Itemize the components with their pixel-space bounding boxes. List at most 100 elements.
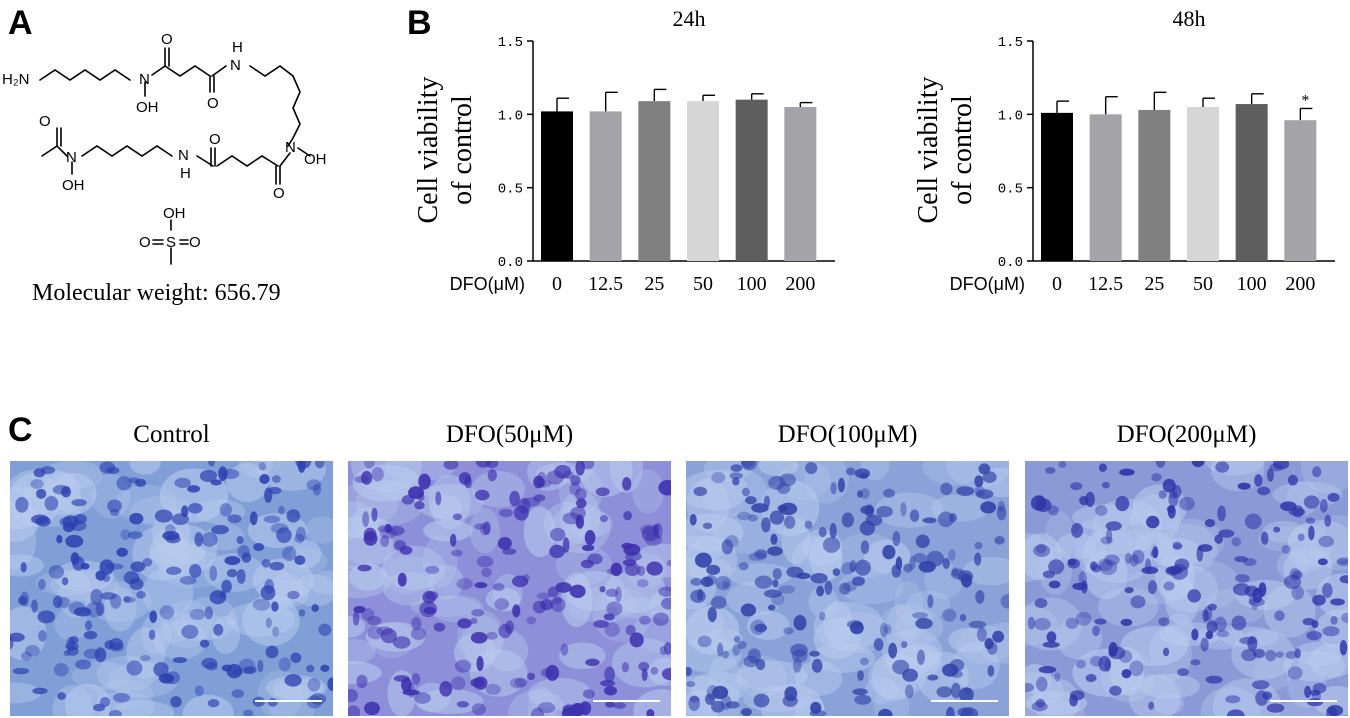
nucleus <box>581 461 595 470</box>
cytoplasm <box>1097 587 1159 627</box>
nucleus <box>686 666 692 676</box>
nucleus <box>199 469 218 482</box>
nucleus <box>1287 666 1303 680</box>
bar <box>784 107 817 261</box>
nucleus <box>30 479 44 489</box>
nucleus <box>295 526 306 542</box>
nucleus <box>1075 611 1092 626</box>
nucleus <box>829 522 837 539</box>
nucleus <box>362 511 370 528</box>
cytoplasm <box>454 633 496 672</box>
nucleus <box>527 672 536 681</box>
nucleus <box>772 579 779 588</box>
cytoplasm <box>381 545 446 590</box>
nucleus <box>57 692 66 700</box>
micrograph-label: DFO(100μM) <box>777 421 918 448</box>
nucleus <box>1273 526 1281 533</box>
x-tick-label: 25 <box>1144 273 1164 295</box>
nucleus <box>356 674 368 689</box>
nucleus <box>926 550 945 567</box>
nucleus <box>18 595 28 605</box>
cytoplasm <box>348 565 392 599</box>
nucleus <box>1025 682 1034 693</box>
nucleus <box>306 664 315 673</box>
nucleus <box>942 557 950 569</box>
cytoplasm <box>1044 510 1075 566</box>
x-tick-label: 50 <box>1193 273 1213 295</box>
nucleus <box>221 664 233 672</box>
atom-label: OH <box>163 205 186 222</box>
x-tick-label: 200 <box>785 273 815 295</box>
nucleus <box>547 586 559 598</box>
x-tick-label: 12.5 <box>1088 273 1123 295</box>
y-tick-label: 0.0 <box>498 255 523 271</box>
nucleus <box>201 532 218 547</box>
nucleus <box>526 616 537 625</box>
nucleus <box>697 635 712 648</box>
nucleus <box>380 535 390 548</box>
nucleus <box>810 572 828 584</box>
nucleus <box>832 568 841 576</box>
nucleus <box>1204 518 1216 528</box>
nucleus <box>755 658 766 671</box>
nucleus <box>561 707 578 716</box>
chart-title: 48h <box>1173 6 1206 31</box>
nucleus <box>741 487 750 497</box>
nucleus <box>782 694 798 707</box>
nucleus <box>1104 554 1120 566</box>
nucleus <box>1330 615 1338 625</box>
chart-title: 24h <box>673 6 706 31</box>
nucleus <box>20 561 27 573</box>
cytoplasm <box>894 580 924 626</box>
nucleus <box>712 685 729 700</box>
nucleus <box>690 577 702 586</box>
nucleus <box>226 569 238 578</box>
nucleus <box>63 650 71 657</box>
nucleus <box>694 552 712 568</box>
nucleus <box>793 615 807 631</box>
nucleus <box>126 660 143 676</box>
nucleus <box>361 470 373 485</box>
micrograph-image <box>686 461 1009 716</box>
micrograph-label: DFO(200μM) <box>1116 421 1257 448</box>
nucleus <box>1251 604 1258 611</box>
cytoplasm <box>686 637 742 673</box>
cytoplasm <box>758 461 799 477</box>
nucleus <box>12 667 29 675</box>
x-tick-label: 0 <box>552 273 562 295</box>
nucleus <box>569 584 586 599</box>
nucleus <box>581 544 595 552</box>
cytoplasm <box>746 611 790 641</box>
nucleus <box>1054 672 1061 682</box>
nucleus <box>915 534 930 549</box>
nucleus <box>1109 685 1122 696</box>
nucleus <box>364 701 380 716</box>
atom-label: O <box>161 31 173 48</box>
nucleus <box>310 693 327 705</box>
nucleus <box>1266 703 1285 713</box>
nucleus <box>282 546 297 562</box>
nucleus <box>715 575 731 591</box>
nucleus <box>154 509 173 523</box>
nucleus <box>599 586 606 593</box>
nucleus <box>606 601 623 616</box>
nucleus <box>585 658 600 667</box>
y-tick-label: 1.0 <box>998 108 1023 124</box>
nucleus <box>584 529 596 546</box>
nucleus <box>278 657 291 672</box>
nucleus <box>555 582 572 593</box>
atom-label: O <box>39 113 51 130</box>
nucleus <box>487 469 497 482</box>
nucleus <box>243 666 257 675</box>
nucleus <box>818 526 827 538</box>
nucleus <box>410 627 427 640</box>
nucleus <box>352 610 360 626</box>
nucleus <box>1101 481 1110 489</box>
cytoplasm <box>427 564 464 600</box>
nucleus <box>625 562 641 576</box>
cytoplasm <box>290 574 333 607</box>
cytoplasm <box>348 516 392 538</box>
nucleus <box>474 489 490 501</box>
nucleus <box>271 475 281 483</box>
nucleus <box>1275 651 1284 659</box>
